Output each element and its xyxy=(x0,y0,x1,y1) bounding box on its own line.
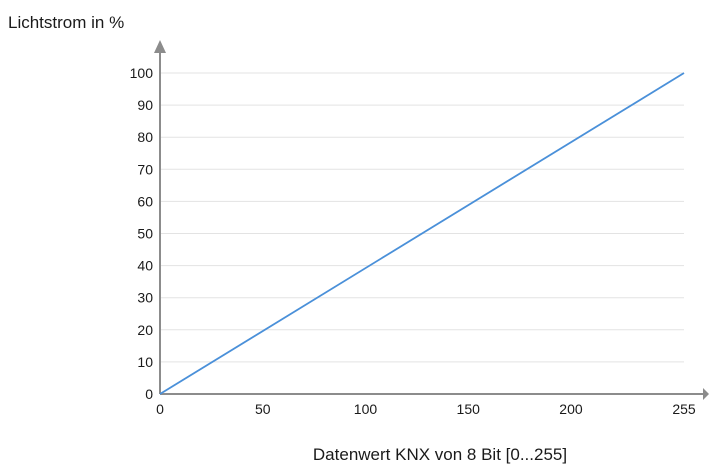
x-tick-label-0: 0 xyxy=(156,401,164,417)
x-axis-arrow-icon xyxy=(703,388,709,400)
y-tick-label-90: 90 xyxy=(137,97,153,113)
gridlines xyxy=(160,72,684,363)
x-tick-label-100: 100 xyxy=(354,401,378,417)
x-tick-label-200: 200 xyxy=(559,401,583,417)
y-axis-arrow-icon xyxy=(154,40,166,53)
y-tick-label-80: 80 xyxy=(137,129,153,145)
y-tick-label-0: 0 xyxy=(145,386,153,402)
x-tick-labels: 0 50 100 150 200 255 xyxy=(156,401,696,417)
y-tick-label-10: 10 xyxy=(137,354,153,370)
axes xyxy=(154,40,709,400)
y-tick-label-70: 70 xyxy=(137,161,153,177)
y-tick-label-30: 30 xyxy=(137,290,153,306)
y-tick-label-100: 100 xyxy=(130,65,154,81)
series-line-0 xyxy=(159,72,685,395)
y-tick-label-60: 60 xyxy=(137,193,153,209)
y-axis-title: Lichtstrom in % xyxy=(8,13,124,32)
y-tick-label-20: 20 xyxy=(137,322,153,338)
y-tick-label-40: 40 xyxy=(137,258,153,274)
x-axis-title: Datenwert KNX von 8 Bit [0...255] xyxy=(313,445,567,464)
x-tick-label-50: 50 xyxy=(255,401,271,417)
y-tick-label-50: 50 xyxy=(137,226,153,242)
x-tick-label-150: 150 xyxy=(457,401,481,417)
y-tick-labels: 0 10 20 30 40 50 60 70 80 90 100 xyxy=(130,65,154,402)
series-group xyxy=(159,72,685,395)
x-tick-label-255: 255 xyxy=(672,401,696,417)
